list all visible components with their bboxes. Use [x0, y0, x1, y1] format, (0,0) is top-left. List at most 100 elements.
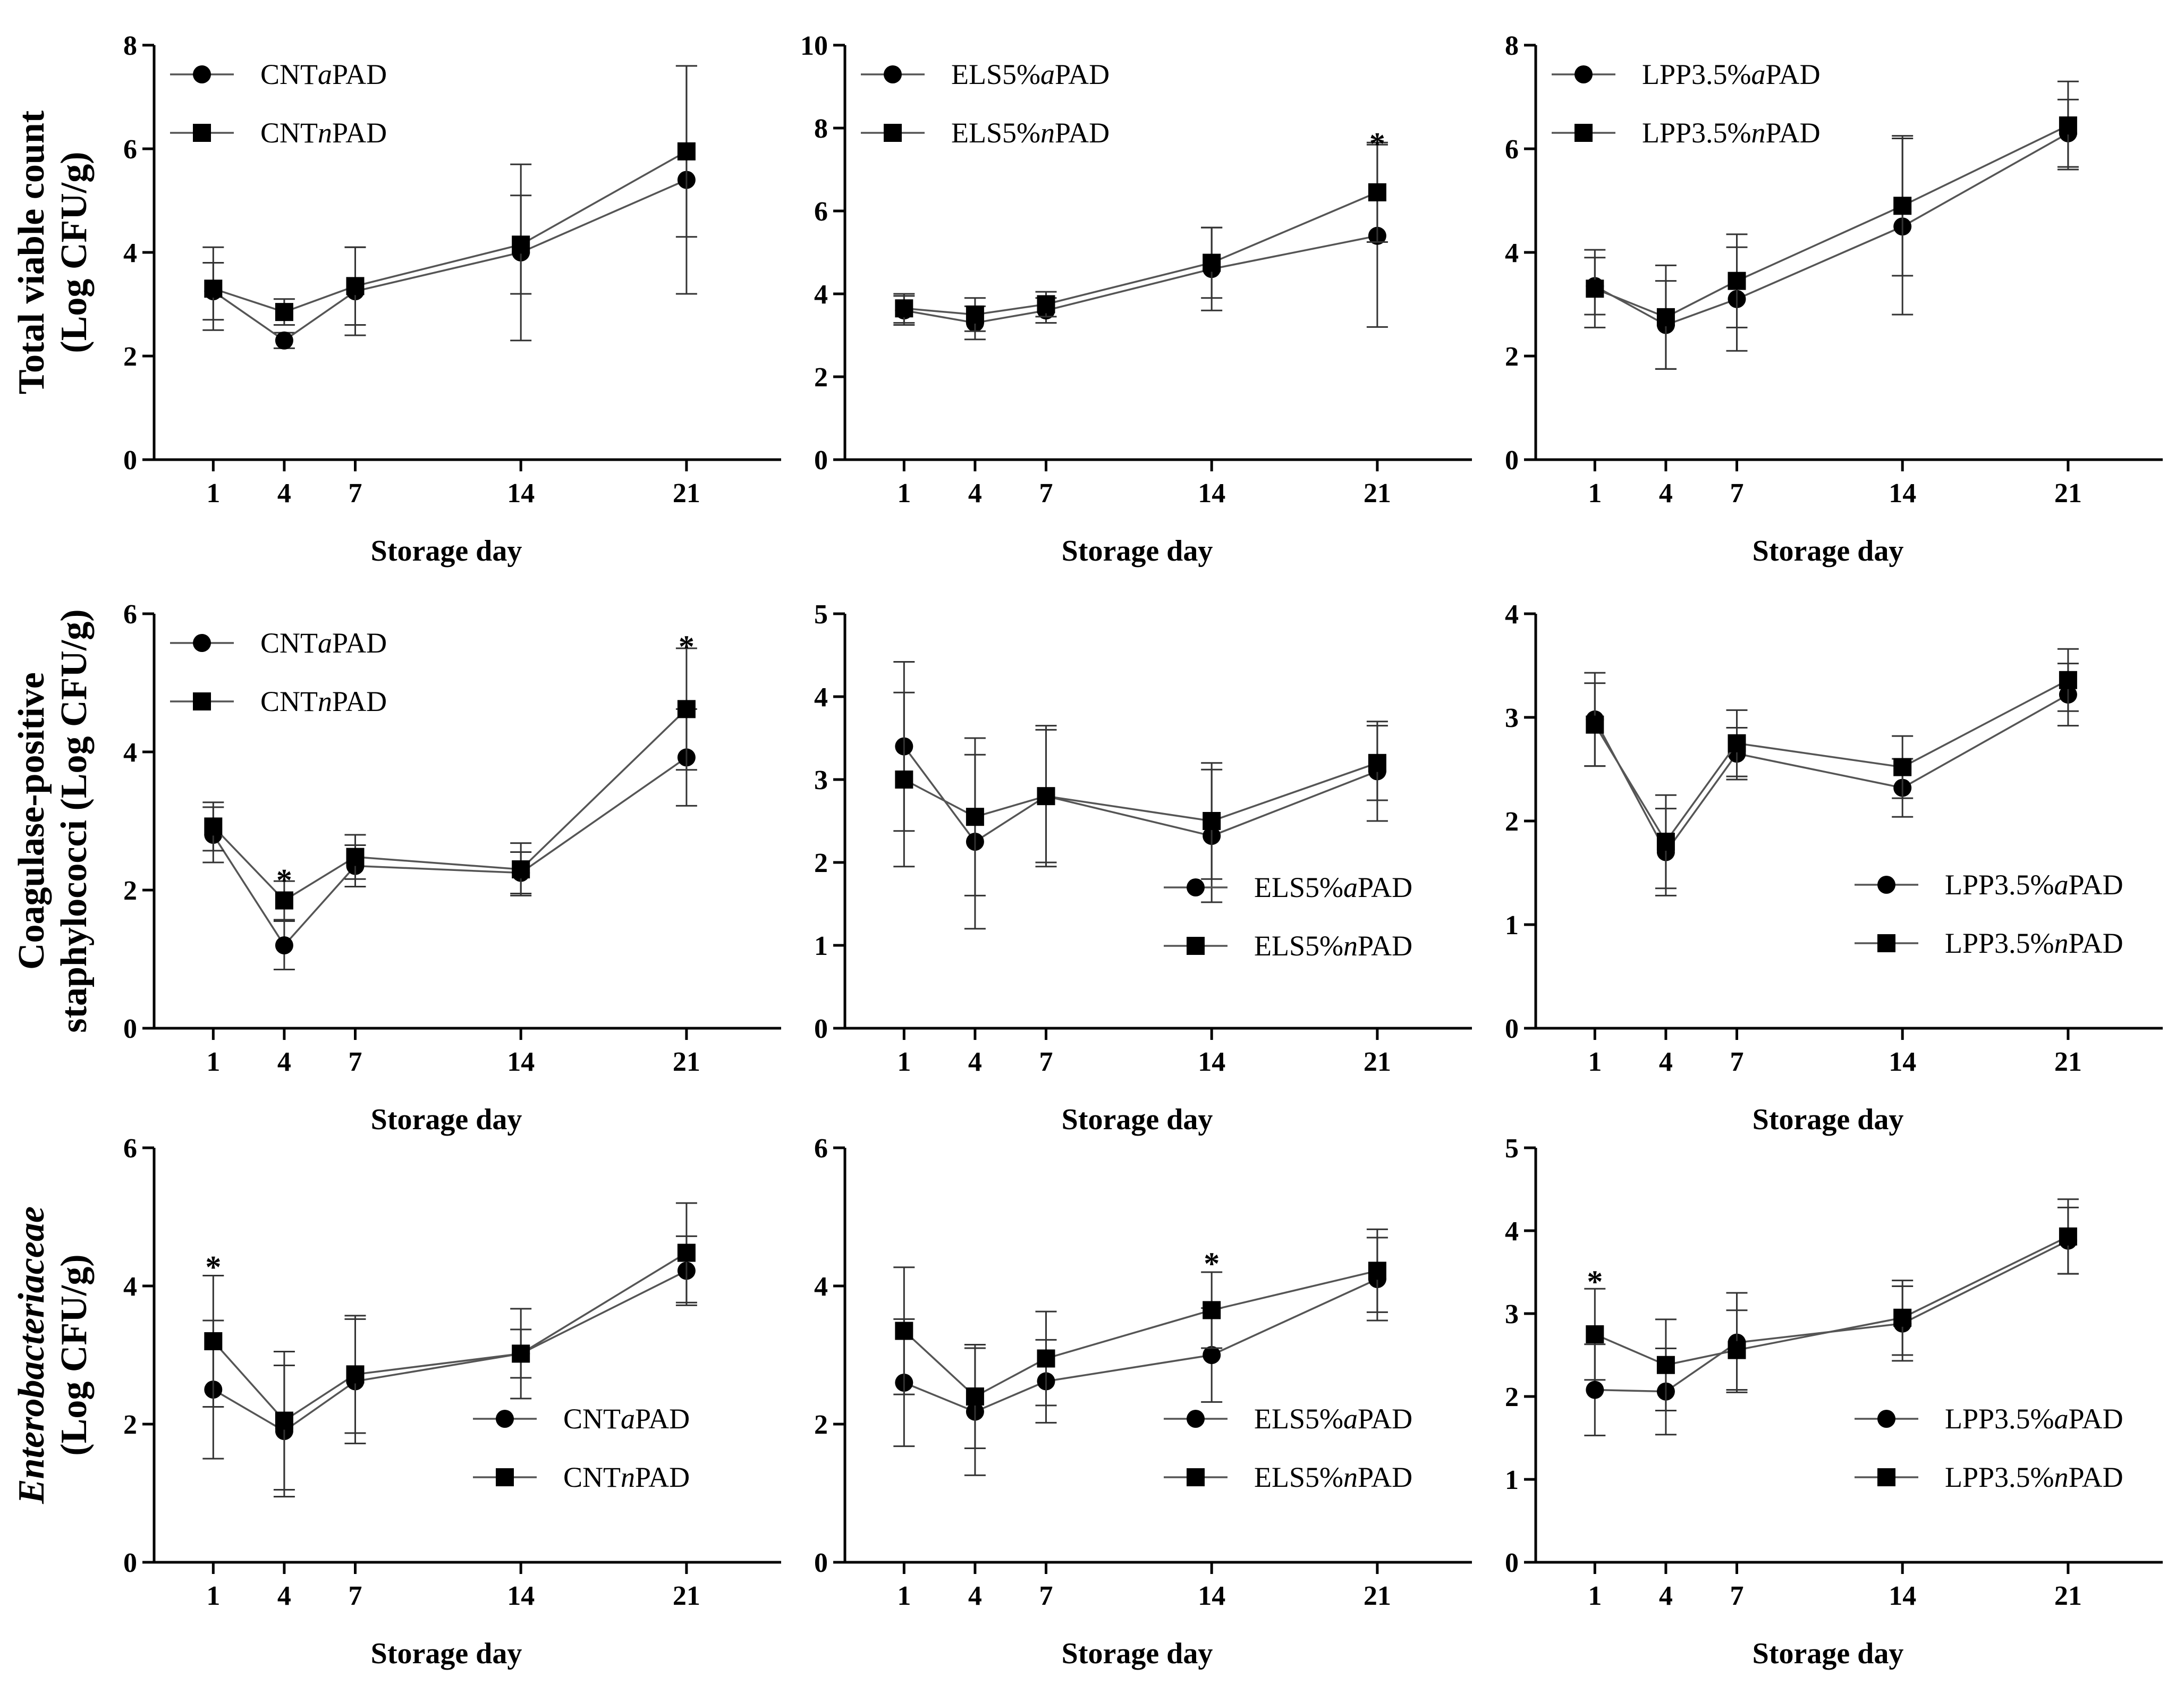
- legend-label: ELS5%nPAD: [1254, 1461, 1412, 1493]
- x-tick-label: 1: [897, 1047, 911, 1077]
- series-CNTaPAD: [202, 708, 697, 970]
- x-axis-label: Storage day: [1753, 535, 1904, 568]
- x-tick-label: 1: [206, 478, 220, 509]
- legend-label: CNTaPAD: [260, 627, 387, 659]
- y-tick-label: 2: [814, 848, 828, 878]
- x-axis-label: Storage day: [371, 535, 522, 568]
- data-point: [1203, 1346, 1221, 1364]
- x-axis-label: Storage day: [1062, 1103, 1213, 1136]
- y-axis-label: Enterobacteriaceae: [11, 1206, 52, 1504]
- x-tick-label: 14: [1198, 478, 1225, 509]
- legend-label: LPP3.5%aPAD: [1945, 1403, 2123, 1435]
- x-tick-label: 14: [507, 1047, 535, 1077]
- y-tick-label: 2: [814, 362, 828, 393]
- legend: CNTaPAD CNTnPAD: [170, 627, 387, 717]
- data-point: [275, 936, 293, 954]
- data-point: [1203, 253, 1221, 272]
- x-tick-label: 7: [1730, 1047, 1743, 1077]
- data-point: [204, 817, 223, 836]
- y-axis-label: staphylococci (Log CFU/g): [54, 609, 95, 1032]
- legend: LPP3.5%aPAD LPP3.5%nPAD: [1855, 1403, 2123, 1493]
- data-point: [512, 1344, 530, 1363]
- x-tick-label: 21: [673, 1581, 700, 1611]
- x-tick-label: 1: [1588, 1581, 1602, 1611]
- data-point: [2059, 116, 2077, 135]
- x-tick-label: 21: [2054, 478, 2082, 509]
- x-tick-label: 21: [673, 1047, 700, 1077]
- x-tick-label: 7: [1039, 1581, 1053, 1611]
- x-tick-label: 1: [1588, 1047, 1602, 1077]
- x-tick-label: 1: [897, 1581, 911, 1611]
- series-ELS5%nPAD: [893, 141, 1388, 332]
- series-line: [904, 191, 1378, 316]
- legend: LPP3.5%aPAD LPP3.5%nPAD: [1552, 58, 1821, 149]
- y-tick-label: 2: [814, 1410, 828, 1440]
- data-point: [1728, 734, 1746, 752]
- x-tick-label: 7: [1039, 478, 1053, 509]
- x-tick-label: 1: [897, 478, 911, 509]
- y-axis-label: Coagulase-positive: [11, 672, 52, 970]
- y-tick-label: 2: [123, 342, 137, 372]
- data-point: [2059, 671, 2077, 689]
- legend: CNTaPAD CNTnPAD: [170, 58, 387, 149]
- y-tick-label: 3: [1505, 703, 1519, 733]
- series-ELS5%aPAD: [893, 1237, 1388, 1476]
- legend-label: LPP3.5%aPAD: [1642, 58, 1821, 90]
- data-point: [1586, 1381, 1604, 1399]
- legend-label: ELS5%aPAD: [1254, 871, 1412, 903]
- x-tick-label: 14: [507, 1581, 535, 1611]
- y-tick-label: 6: [123, 134, 137, 165]
- y-tick-label: 4: [814, 1272, 828, 1302]
- x-tick-label: 14: [1889, 1581, 1916, 1611]
- y-tick-label: 0: [814, 1548, 828, 1578]
- data-point: [512, 235, 530, 254]
- legend: ELS5%aPAD ELS5%nPAD: [861, 58, 1110, 149]
- y-tick-label: 4: [123, 1272, 137, 1302]
- y-tick-label: 0: [814, 445, 828, 476]
- y-tick-label: 2: [1505, 807, 1519, 837]
- y-tick-label: 2: [123, 1410, 137, 1440]
- data-point: [204, 1332, 223, 1350]
- x-tick-label: 4: [968, 478, 982, 509]
- legend-label: ELS5%nPAD: [951, 117, 1110, 149]
- y-tick-label: 6: [123, 1133, 137, 1164]
- legend: CNTaPAD CNTnPAD: [473, 1403, 690, 1493]
- data-point: [275, 891, 293, 910]
- legend-marker-circle: [193, 634, 211, 652]
- series-LPP3.5%nPAD: [1584, 80, 2079, 370]
- series-LPP3.5%aPAD: [1584, 1206, 2079, 1436]
- data-point: [895, 1322, 913, 1340]
- legend: ELS5%aPAD ELS5%nPAD: [1164, 1403, 1412, 1493]
- data-point: [1586, 715, 1604, 734]
- y-tick-label: 0: [814, 1014, 828, 1044]
- x-tick-label: 4: [968, 1581, 982, 1611]
- x-tick-label: 14: [1889, 1047, 1916, 1077]
- legend: LPP3.5%aPAD LPP3.5%nPAD: [1855, 869, 2123, 959]
- data-point: [895, 299, 913, 318]
- y-axis-label: (Log CFU/g): [54, 151, 95, 353]
- legend-marker-square: [1187, 937, 1205, 955]
- legend-marker-square: [193, 692, 211, 710]
- y-tick-label: 0: [1505, 1548, 1519, 1578]
- x-tick-label: 4: [277, 1581, 291, 1611]
- y-tick-label: 0: [123, 445, 137, 476]
- legend-label: LPP3.5%nPAD: [1945, 927, 2123, 959]
- x-tick-label: 4: [1659, 1047, 1673, 1077]
- y-axis-label: (Log CFU/g): [54, 1254, 95, 1455]
- x-axis-label: Storage day: [1753, 1103, 1904, 1136]
- y-tick-label: 6: [1505, 134, 1519, 165]
- y-tick-label: 4: [814, 682, 828, 713]
- data-point: [1656, 833, 1675, 851]
- y-tick-label: 8: [123, 31, 137, 61]
- y-tick-label: 4: [123, 738, 137, 768]
- legend-label: CNTaPAD: [260, 58, 387, 90]
- data-point: [1368, 754, 1386, 772]
- y-tick-label: 3: [1505, 1299, 1519, 1330]
- y-tick-label: 6: [814, 197, 828, 227]
- y-tick-label: 1: [814, 931, 828, 961]
